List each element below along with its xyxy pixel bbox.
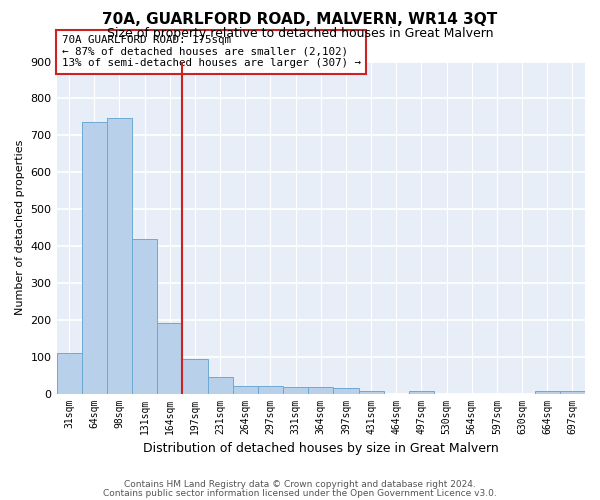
Bar — [535, 391, 560, 394]
Text: 70A, GUARLFORD ROAD, MALVERN, WR14 3QT: 70A, GUARLFORD ROAD, MALVERN, WR14 3QT — [103, 12, 497, 28]
Text: Size of property relative to detached houses in Great Malvern: Size of property relative to detached ho… — [107, 28, 493, 40]
Bar — [132, 238, 157, 394]
Bar — [283, 387, 308, 394]
Text: 70A GUARLFORD ROAD: 175sqm
← 87% of detached houses are smaller (2,102)
13% of s: 70A GUARLFORD ROAD: 175sqm ← 87% of deta… — [62, 35, 361, 68]
Bar — [208, 378, 233, 394]
Bar — [82, 122, 107, 394]
Bar — [56, 353, 82, 394]
Bar — [409, 391, 434, 394]
Bar — [308, 387, 334, 394]
Text: Contains public sector information licensed under the Open Government Licence v3: Contains public sector information licen… — [103, 488, 497, 498]
Bar — [233, 386, 258, 394]
Text: Contains HM Land Registry data © Crown copyright and database right 2024.: Contains HM Land Registry data © Crown c… — [124, 480, 476, 489]
Bar — [107, 118, 132, 394]
Bar — [157, 324, 182, 394]
Bar — [258, 386, 283, 394]
Bar — [359, 391, 383, 394]
X-axis label: Distribution of detached houses by size in Great Malvern: Distribution of detached houses by size … — [143, 442, 499, 455]
Bar — [560, 391, 585, 394]
Y-axis label: Number of detached properties: Number of detached properties — [15, 140, 25, 315]
Bar — [334, 388, 359, 394]
Bar — [182, 358, 208, 394]
